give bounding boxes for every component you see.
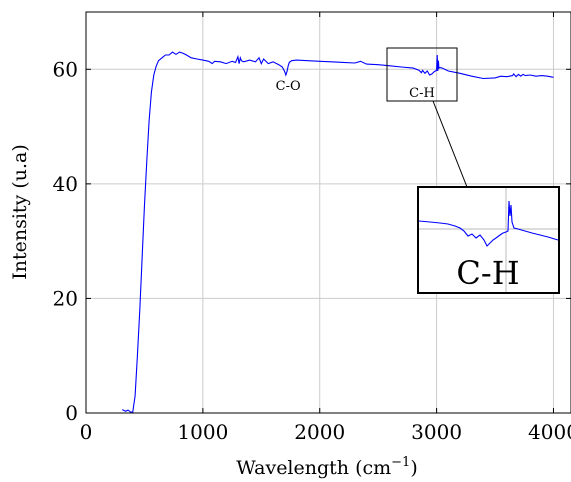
plot-frame [85, 11, 571, 414]
x-tick-label-0: 0 [80, 420, 93, 444]
annotation-c-h: C-H [409, 86, 435, 101]
inset-spectrum-line [418, 200, 559, 247]
zoom-box [386, 47, 458, 102]
y-tick-label-2: 40 [53, 172, 78, 196]
annotation-c-o: C-O [276, 79, 301, 94]
x-axis-label: Wavelength (cm−1) [236, 455, 417, 479]
x-tick-label-1: 1000 [177, 420, 228, 444]
inset-label-c-h: C-H [456, 254, 519, 292]
inset-plot: C-H [417, 186, 560, 294]
x-tick-label-3: 3000 [411, 420, 462, 444]
y-tick-label-1: 20 [53, 286, 78, 310]
y-axis-label: Intensity (u.a) [9, 144, 31, 280]
x-tick-label-2: 2000 [294, 420, 345, 444]
y-tick-label-3: 60 [53, 57, 78, 81]
grid-lines [86, 12, 571, 413]
y-axis-ticks: 0 20 40 60 [53, 57, 571, 425]
zoom-connector-line [432, 100, 468, 188]
spectrum-line [121, 51, 554, 413]
y-tick-label-0: 0 [65, 401, 78, 425]
